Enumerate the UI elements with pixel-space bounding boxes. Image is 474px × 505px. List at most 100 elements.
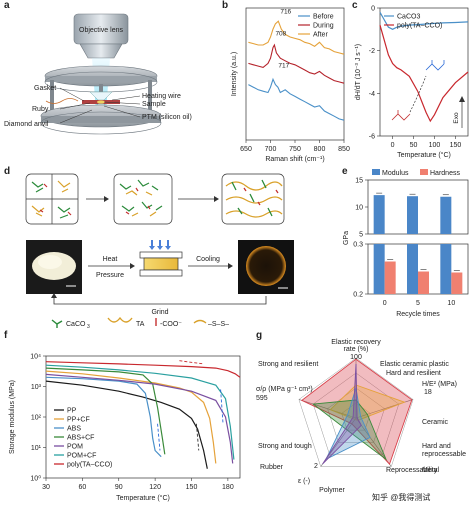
y-axis-label: dH/dT (10⁻³ J s⁻¹) — [355, 44, 362, 100]
label-diamond-anvil: Diamond anvil — [4, 121, 49, 128]
radar-label: 18 — [424, 389, 432, 396]
x-tick-label: 100 — [429, 142, 441, 149]
bar-hardness — [451, 272, 463, 294]
legend-label: During — [313, 23, 334, 30]
bar-modulus — [440, 196, 452, 234]
sample-shape — [97, 100, 105, 104]
radar-label: Rubber — [260, 464, 284, 471]
panel-label-a: a — [4, 0, 10, 11]
panel-b-raman-chart: 650 700 750 800 850 Raman shift (cm⁻¹) Intensi… — [231, 7, 350, 163]
exo-arrowhead — [459, 96, 465, 102]
legend-label: POM — [67, 444, 83, 451]
label-pressure: Pressure — [96, 272, 124, 279]
x-tick-label: 0 — [391, 142, 395, 149]
legend-swatch — [420, 169, 428, 175]
panel-d-diagram: Heat Pressure Cooling Grind CaCO 3 TA -C… — [25, 173, 294, 330]
bar-hardness — [418, 271, 429, 294]
x-tick-label: 800 — [314, 146, 326, 153]
panel-label-c: c — [352, 0, 358, 11]
radar-grid-ring — [327, 387, 385, 443]
panel-c-dsc-chart: 0 50 100 150 0 -2 -4 -6 Temperature (°C) dH/dT (1… — [355, 6, 469, 159]
legend-label: POM+CF — [67, 453, 96, 460]
peak-annotation: 716 — [280, 8, 291, 15]
y-tick-label: 10⁴ — [30, 354, 41, 361]
x-tick-label: 90 — [115, 484, 123, 491]
exo-label: Exo — [453, 112, 460, 124]
watermark: 知乎 @我得测试 — [372, 492, 430, 502]
radar-label: Hard and resilient — [386, 370, 441, 377]
label-heat: Heat — [103, 256, 118, 263]
bar-modulus-lower — [440, 244, 452, 294]
radar-label: rate (%) — [344, 346, 369, 353]
radar-label: reprocessable — [422, 451, 466, 458]
radar-grid-ring — [298, 357, 414, 467]
series-line — [45, 367, 166, 455]
y-tick-label: 10⁰ — [30, 475, 41, 483]
y-axis-label: Intensity (a.u.) — [231, 52, 238, 96]
radar-area — [312, 399, 388, 461]
label-ruby: Ruby — [32, 106, 49, 113]
series-line — [45, 376, 162, 458]
panel-a-diagram: Objective lens Gasket Heating wire Sampl… — [4, 13, 192, 135]
legend-ta: TA — [136, 321, 145, 328]
legend-label: poly(TA–CCO) — [397, 23, 442, 30]
y-tick-label: 15 — [355, 178, 363, 185]
peak-annotation: 708 — [275, 31, 286, 38]
radar-label: σ/ρ (MPa g⁻¹ cm³) — [256, 386, 313, 393]
panel-label-g: g — [256, 330, 263, 341]
upper-diamond — [89, 91, 113, 101]
bar-hardness — [384, 261, 396, 294]
legend-ss: –S–S– — [208, 321, 229, 328]
x-tick-label: 5 — [416, 300, 420, 307]
network-box-1 — [25, 173, 79, 225]
y-tick-label: 5 — [359, 232, 363, 239]
label-sample: Sample — [142, 101, 166, 108]
radar-label: 2 — [314, 463, 318, 470]
x-tick-label: 180 — [222, 484, 234, 491]
legend-label: poly(TA–CCO) — [67, 462, 112, 469]
label-cooling: Cooling — [196, 256, 220, 263]
x-axis-label: Temperature (°C) — [397, 151, 451, 159]
peak-annotation: 717 — [278, 62, 289, 69]
heating-wire-shape — [45, 98, 79, 104]
x-tick-label: 50 — [410, 142, 418, 149]
radar-label: Elastic ceramic plastic — [380, 361, 449, 368]
radar-label: H/E² (MPa) — [422, 381, 457, 388]
radar-label: Metal — [422, 467, 440, 474]
y-tick-label: 10¹ — [31, 445, 42, 452]
series-line — [45, 364, 235, 460]
objective-lens-shape — [73, 13, 129, 59]
transition-arrow — [409, 75, 427, 113]
x-tick-label: 60 — [78, 484, 86, 491]
molecule-sketch — [425, 60, 445, 71]
y-tick-label: -4 — [369, 91, 375, 98]
label-gasket: Gasket — [34, 85, 56, 92]
series-line — [45, 373, 234, 464]
x-tick-label: 850 — [338, 146, 350, 153]
legend-coo: -COO⁻ — [160, 321, 182, 328]
grind-loop — [53, 296, 267, 305]
radar-label: Polymer — [319, 487, 345, 494]
panel-label-d: d — [4, 166, 11, 177]
panel-label-e: e — [342, 166, 348, 177]
legend-label: Before — [313, 14, 334, 21]
x-tick-label: 150 — [450, 142, 462, 149]
label-objective-lens: Objective lens — [79, 27, 123, 34]
radar-axis — [298, 399, 357, 419]
arrow-dashed — [179, 360, 204, 365]
x-axis-label: Temperature (°C) — [116, 494, 170, 502]
label-ptm: PTM (silicon oil) — [142, 114, 192, 121]
radar-area — [322, 363, 362, 465]
y-tick-label: 10³ — [31, 384, 42, 391]
y-tick-label: -6 — [369, 134, 375, 141]
legend-swatch — [372, 169, 380, 175]
y-tick-label: 10² — [31, 415, 42, 422]
molecule-sketch — [391, 110, 411, 121]
radar-label: ε (-) — [298, 478, 310, 485]
bar-modulus-lower — [373, 244, 385, 294]
y-tick-label: 0.3 — [353, 242, 363, 249]
series-line-before — [248, 77, 345, 121]
x-tick-label: 0 — [383, 300, 387, 307]
network-box-2 — [113, 173, 173, 225]
